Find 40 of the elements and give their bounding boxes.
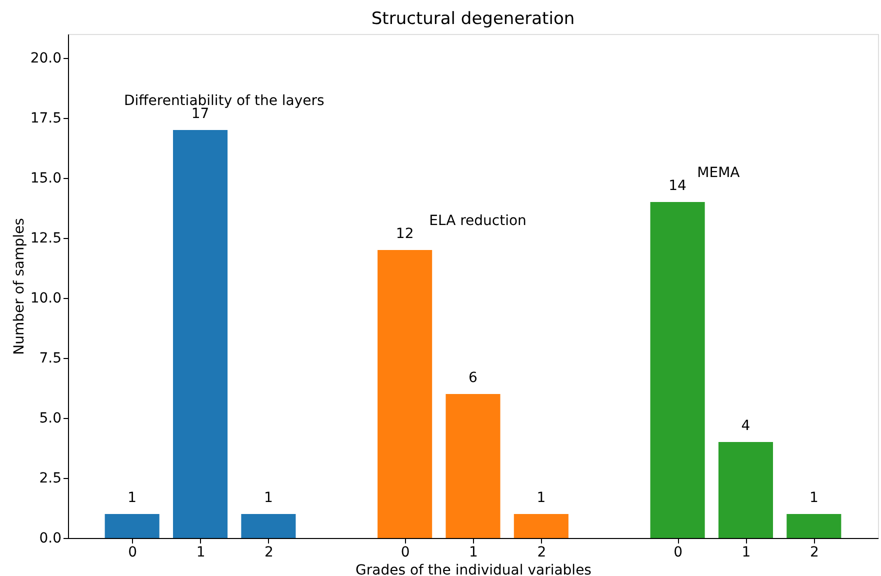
- bar: [446, 394, 500, 538]
- x-axis-title: Grades of the individual variables: [356, 562, 592, 576]
- y-tick-label: 15.0: [30, 170, 62, 186]
- data-label: 1: [264, 490, 273, 506]
- bar: [650, 202, 705, 538]
- y-tick-label: 10.0: [30, 290, 62, 306]
- y-tick-label: 20.0: [30, 50, 62, 66]
- bar: [718, 442, 773, 538]
- bar: [241, 514, 296, 538]
- data-label: 1: [809, 490, 818, 506]
- chart-title: Structural degeneration: [371, 9, 575, 29]
- x-tick-label: 2: [537, 544, 546, 560]
- x-tick-label: 0: [400, 544, 410, 560]
- x-tick-label: 1: [196, 544, 206, 560]
- bar: [514, 514, 568, 538]
- x-tick-label: 0: [674, 544, 683, 560]
- data-label: 14: [668, 178, 687, 194]
- x-tick-label: 1: [469, 544, 478, 560]
- x-tick-label: 0: [128, 544, 138, 560]
- bar: [104, 514, 160, 538]
- y-tick-label: 0.0: [39, 530, 62, 546]
- x-tick-label: 1: [742, 544, 751, 560]
- data-label: 1: [536, 490, 546, 506]
- y-tick-label: 17.5: [30, 110, 62, 126]
- bar: [786, 514, 842, 538]
- y-tick-label: 12.5: [30, 230, 62, 246]
- bar: [378, 250, 432, 538]
- y-axis-title: Number of samples: [11, 218, 28, 355]
- data-label: 4: [741, 418, 750, 434]
- y-tick-label: 5.0: [39, 410, 62, 426]
- data-label: 6: [468, 370, 478, 386]
- y-tick-label: 7.5: [39, 350, 62, 366]
- series-label: ELA reduction: [429, 213, 526, 230]
- y-tick-label: 2.5: [39, 470, 62, 486]
- data-label: 12: [396, 226, 414, 242]
- x-tick-label: 2: [264, 544, 274, 560]
- data-label: 1: [128, 490, 137, 506]
- series-label: MEMA: [697, 165, 740, 182]
- x-tick-label: 2: [810, 544, 819, 560]
- bar: [173, 130, 228, 538]
